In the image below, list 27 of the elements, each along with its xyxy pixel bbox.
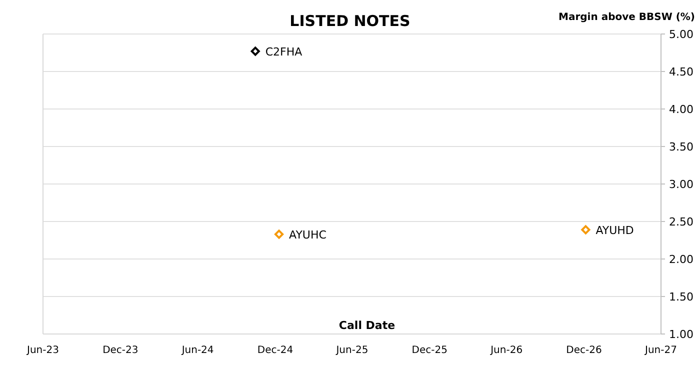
y-tick-label: 2.50 [669,216,694,228]
series-label: AYUHC [289,228,327,242]
y-tick-label: 1.00 [669,328,694,341]
y-tick-label: 1.50 [669,290,694,304]
chart-title: LISTED NOTES [290,12,410,30]
y-tick-label: 5.00 [669,28,694,41]
series-label: C2FHA [265,45,303,58]
y-tick-label: 4.50 [669,66,694,78]
x-tick-label: Jun-27 [644,345,677,356]
point [274,230,284,239]
y-tick-label: 3.00 [669,178,694,191]
x-tick-label: Jun-26 [490,345,523,356]
point [581,225,590,234]
x-tick-label: Dec-24 [257,345,294,356]
x-tick-label: Jun-23 [26,345,59,356]
y-tick-label: 2.00 [669,253,694,266]
y-tick-label: 3.50 [669,140,694,154]
series-label: AYUHD [596,224,634,237]
x-tick-label: Jun-24 [180,345,214,356]
x-tick-label: Dec-26 [566,345,602,356]
y-tick-label: 4.00 [669,103,694,116]
x-tick-label: Dec-23 [102,345,138,356]
point [250,46,260,56]
y-axis-title: Margin above BBSW (%) [558,12,695,23]
x-tick-label: Dec-25 [412,345,448,356]
x-tick-label: Jun-25 [335,345,368,356]
x-axis-title: Call Date [338,319,396,332]
